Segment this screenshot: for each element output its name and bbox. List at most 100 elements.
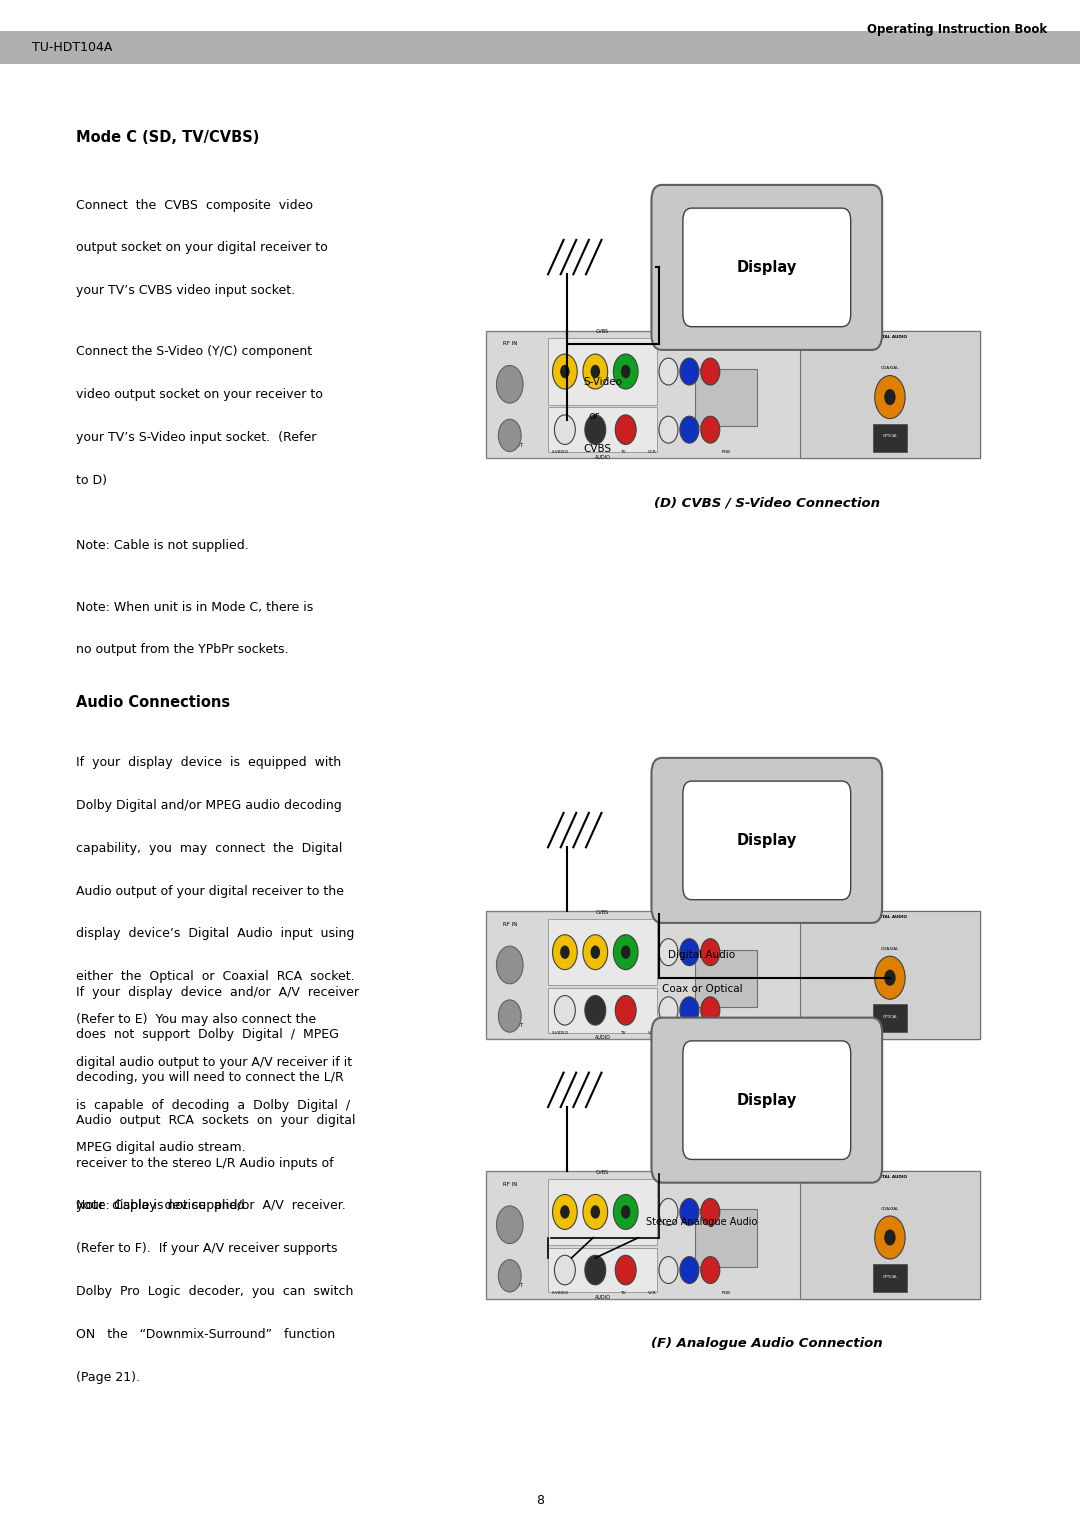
Text: CVBS: CVBS xyxy=(596,911,609,915)
Text: S-Video: S-Video xyxy=(583,377,622,387)
FancyBboxPatch shape xyxy=(486,911,981,1039)
Text: Note: When unit is in Mode C, there is: Note: When unit is in Mode C, there is xyxy=(76,601,313,614)
FancyBboxPatch shape xyxy=(651,1018,882,1183)
Circle shape xyxy=(875,376,905,419)
Circle shape xyxy=(591,946,600,960)
Circle shape xyxy=(680,1256,699,1284)
Text: RF OUT: RF OUT xyxy=(503,1284,523,1288)
Text: DIGITAL AUDIO: DIGITAL AUDIO xyxy=(873,915,907,920)
Text: Stereo Analogue Audio: Stereo Analogue Audio xyxy=(646,1218,758,1227)
Text: Mode C (SD, TV/CVBS): Mode C (SD, TV/CVBS) xyxy=(76,130,259,145)
Text: Note: Cable is not supplied.: Note: Cable is not supplied. xyxy=(76,1199,248,1213)
Circle shape xyxy=(561,365,569,379)
Text: CVBS: CVBS xyxy=(596,330,609,335)
Circle shape xyxy=(621,365,631,379)
Circle shape xyxy=(591,1206,600,1219)
Text: (D) CVBS / S-Video Connection: (D) CVBS / S-Video Connection xyxy=(653,497,880,510)
Text: Connect the S-Video (Y/C) component: Connect the S-Video (Y/C) component xyxy=(76,345,312,359)
Circle shape xyxy=(497,946,523,984)
Text: RF IN: RF IN xyxy=(503,341,517,347)
Text: RGB: RGB xyxy=(721,1291,730,1294)
Circle shape xyxy=(561,946,569,960)
Circle shape xyxy=(875,1216,905,1259)
Text: ON   the   “Downmix-Surround”   function: ON the “Downmix-Surround” function xyxy=(76,1328,335,1342)
Circle shape xyxy=(659,1256,678,1284)
Text: Coax or Optical: Coax or Optical xyxy=(662,984,742,993)
Text: TV: TV xyxy=(621,1291,626,1294)
Circle shape xyxy=(498,999,522,1033)
FancyBboxPatch shape xyxy=(548,989,657,1033)
Text: VCR: VCR xyxy=(648,451,657,454)
Circle shape xyxy=(585,416,606,445)
Text: (Page 21).: (Page 21). xyxy=(76,1371,139,1384)
Text: COAXIAL: COAXIAL xyxy=(880,1207,900,1210)
Text: S-VIDEO: S-VIDEO xyxy=(552,1291,569,1294)
Text: Connect  the  CVBS  composite  video: Connect the CVBS composite video xyxy=(76,199,312,212)
Circle shape xyxy=(680,938,699,966)
Text: your TV’s CVBS video input socket.: your TV’s CVBS video input socket. xyxy=(76,284,295,298)
FancyBboxPatch shape xyxy=(873,1004,907,1033)
Text: RGB: RGB xyxy=(721,1031,730,1034)
FancyBboxPatch shape xyxy=(683,208,851,327)
Circle shape xyxy=(583,354,608,390)
Text: (E) Digital Audio Connection: (E) Digital Audio Connection xyxy=(661,1077,873,1091)
FancyBboxPatch shape xyxy=(0,31,1080,64)
Circle shape xyxy=(554,416,576,445)
Text: digital audio output to your A/V receiver if it: digital audio output to your A/V receive… xyxy=(76,1056,352,1070)
FancyBboxPatch shape xyxy=(696,368,757,426)
FancyBboxPatch shape xyxy=(548,408,657,452)
Text: Dolby  Pro  Logic  decoder,  you  can  switch: Dolby Pro Logic decoder, you can switch xyxy=(76,1285,353,1299)
Circle shape xyxy=(561,1206,569,1219)
Text: TU-HDT104A: TU-HDT104A xyxy=(32,41,112,53)
Circle shape xyxy=(583,1195,608,1230)
FancyBboxPatch shape xyxy=(486,1170,981,1299)
Circle shape xyxy=(553,354,577,390)
Circle shape xyxy=(497,1206,523,1244)
Circle shape xyxy=(659,1198,678,1225)
Circle shape xyxy=(621,1206,631,1219)
Circle shape xyxy=(498,419,522,452)
FancyBboxPatch shape xyxy=(683,781,851,900)
Text: Display: Display xyxy=(737,260,797,275)
Circle shape xyxy=(680,996,699,1024)
FancyBboxPatch shape xyxy=(548,338,657,405)
Circle shape xyxy=(616,996,636,1025)
Circle shape xyxy=(701,416,719,443)
Text: is  capable  of  decoding  a  Dolby  Digital  /: is capable of decoding a Dolby Digital / xyxy=(76,1099,350,1112)
Text: OPTICAL: OPTICAL xyxy=(882,1015,897,1019)
Text: RGB: RGB xyxy=(721,451,730,454)
Text: AUDIO: AUDIO xyxy=(594,1296,610,1300)
Circle shape xyxy=(585,1256,606,1285)
FancyBboxPatch shape xyxy=(548,1178,657,1245)
FancyBboxPatch shape xyxy=(683,1041,851,1160)
Circle shape xyxy=(497,365,523,403)
FancyBboxPatch shape xyxy=(696,949,757,1007)
Circle shape xyxy=(498,1259,522,1293)
Text: COAXIAL: COAXIAL xyxy=(880,367,900,370)
FancyBboxPatch shape xyxy=(651,758,882,923)
Circle shape xyxy=(701,938,719,966)
FancyBboxPatch shape xyxy=(799,911,981,1039)
Text: RF IN: RF IN xyxy=(503,921,517,927)
Text: DIGITAL AUDIO: DIGITAL AUDIO xyxy=(873,335,907,339)
FancyBboxPatch shape xyxy=(696,1209,757,1267)
Circle shape xyxy=(659,996,678,1024)
Text: Audio Connections: Audio Connections xyxy=(76,695,230,711)
Text: does  not  support  Dolby  Digital  /  MPEG: does not support Dolby Digital / MPEG xyxy=(76,1028,338,1042)
Circle shape xyxy=(591,365,600,379)
Text: to D): to D) xyxy=(76,474,107,487)
Circle shape xyxy=(613,354,638,390)
FancyBboxPatch shape xyxy=(799,1170,981,1299)
Text: Dolby Digital and/or MPEG audio decoding: Dolby Digital and/or MPEG audio decoding xyxy=(76,799,341,813)
Text: display  device’s  Digital  Audio  input  using: display device’s Digital Audio input usi… xyxy=(76,927,354,941)
Text: S-VIDEO: S-VIDEO xyxy=(552,451,569,454)
Circle shape xyxy=(680,358,699,385)
Text: Display: Display xyxy=(737,833,797,848)
Text: receiver to the stereo L/R Audio inputs of: receiver to the stereo L/R Audio inputs … xyxy=(76,1157,334,1170)
Circle shape xyxy=(613,935,638,970)
Text: your TV’s S-Video input socket.  (Refer: your TV’s S-Video input socket. (Refer xyxy=(76,431,316,445)
Circle shape xyxy=(553,935,577,970)
Text: Operating Instruction Book: Operating Instruction Book xyxy=(867,23,1048,37)
Circle shape xyxy=(585,996,606,1025)
Circle shape xyxy=(659,416,678,443)
